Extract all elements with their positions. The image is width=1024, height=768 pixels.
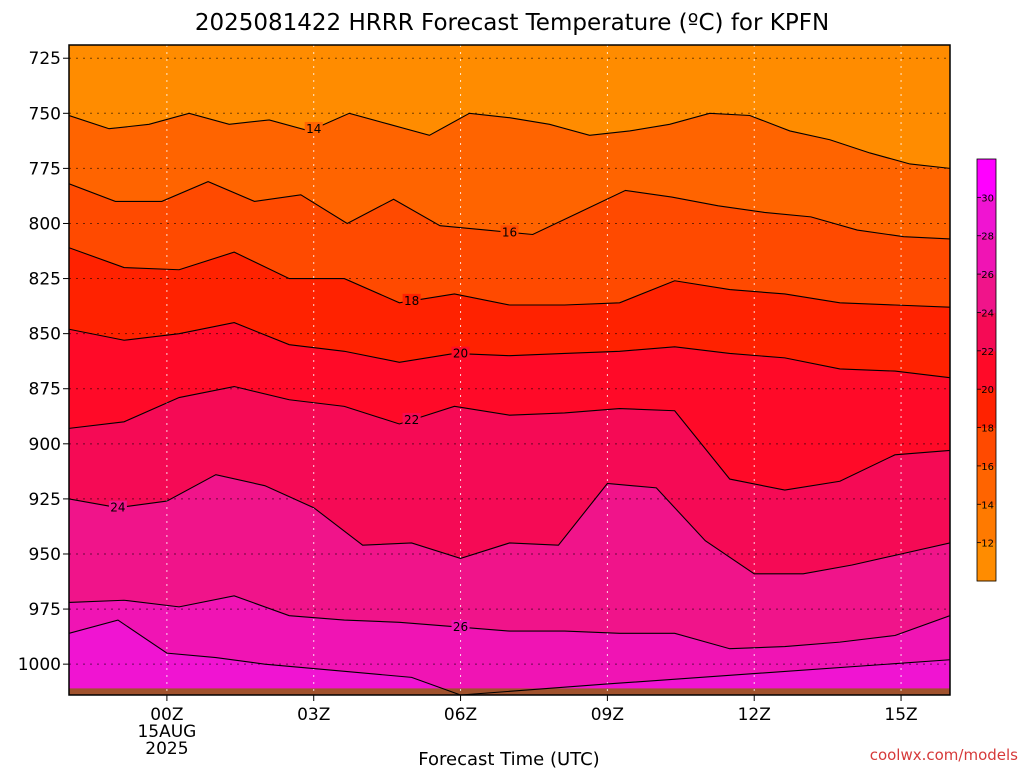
contour-label-bg xyxy=(402,293,421,307)
contour-label: 26 xyxy=(453,620,468,634)
colorbar: 12 14 16 18 20 22 24 26 28 30 xyxy=(976,158,997,582)
chart-title: 2025081422 HRRR Forecast Temperature (ºC… xyxy=(195,10,829,36)
y-tick-label: 800 xyxy=(29,214,61,234)
y-tick-label: 900 xyxy=(29,435,61,455)
plot-area: 14 16 18 20 22 24 26 xyxy=(69,45,950,695)
contour-line xyxy=(69,247,950,308)
contour-line xyxy=(69,595,950,650)
contour-label-bg xyxy=(402,413,421,427)
colorbar-tick-label: 16 xyxy=(981,462,994,473)
colorbar-tick-label: 18 xyxy=(981,424,994,435)
contour-line xyxy=(69,112,950,169)
contour-label-bg xyxy=(304,121,323,135)
colorbar-swatch xyxy=(977,312,996,352)
y-axis: 725 750 775 800 825 850 875 900 925 950 975 1000 xyxy=(18,49,69,675)
colorbar-swatch xyxy=(977,235,996,275)
colorbar-frame xyxy=(976,158,997,582)
colorbar-swatch xyxy=(977,159,996,198)
contour-label: 22 xyxy=(404,413,419,427)
y-tick-label: 725 xyxy=(29,49,61,69)
colorbar-swatch xyxy=(977,389,996,429)
colorbar-tick-label: 22 xyxy=(981,347,994,358)
x-tick-label: 00Z xyxy=(150,705,183,725)
contour-label: 16 xyxy=(502,225,517,239)
contour-label-bg xyxy=(108,500,127,514)
colorbar-tick-label: 30 xyxy=(981,193,994,204)
colorbar-swatch xyxy=(977,197,996,237)
colorbar-swatch xyxy=(977,350,996,390)
y-tick-label: 875 xyxy=(29,380,61,400)
contour-label-bg xyxy=(451,620,470,634)
x-tick-sublabel: 2025 xyxy=(145,739,188,759)
colorbar-swatch xyxy=(977,427,996,467)
contour-line xyxy=(69,322,950,379)
colorbar-tick-label: 28 xyxy=(981,232,994,243)
colorbar-swatch xyxy=(977,274,996,313)
x-tick-label: 03Z xyxy=(297,705,330,725)
contour-line xyxy=(69,385,950,491)
x-tick-label: 12Z xyxy=(738,705,771,725)
y-tick-label: 825 xyxy=(29,270,61,290)
x-tick-label: 06Z xyxy=(444,705,477,725)
colorbar-swatch xyxy=(977,542,996,582)
contour-label: 18 xyxy=(404,294,419,308)
y-tick-label: 950 xyxy=(29,545,61,565)
colorbar-tick-label: 24 xyxy=(981,308,994,319)
contour-label: 24 xyxy=(110,501,125,515)
colorbar-tick-label: 12 xyxy=(981,539,994,550)
x-axis-title: Forecast Time (UTC) xyxy=(418,749,599,768)
y-tick-label: 775 xyxy=(29,159,61,179)
x-tick-label: 09Z xyxy=(591,705,624,725)
contour-line xyxy=(69,619,950,695)
contour-line xyxy=(69,474,950,575)
contour-label: 20 xyxy=(453,347,468,361)
colorbar-swatch xyxy=(977,504,996,544)
plot-frame xyxy=(68,44,951,696)
y-tick-label: 925 xyxy=(29,490,61,510)
y-tick-label: 850 xyxy=(29,325,61,345)
x-tick-sublabel: 15AUG xyxy=(137,722,196,742)
y-tick-label: 750 xyxy=(29,104,61,124)
contour-label-bg xyxy=(500,225,519,239)
colorbar-tick-label: 14 xyxy=(981,500,994,511)
y-tick-label: 975 xyxy=(29,600,61,620)
contour-label-bg xyxy=(451,346,470,360)
credit-text: coolwx.com/models xyxy=(870,746,1018,764)
contour-label: 14 xyxy=(306,122,321,136)
colorbar-tick-label: 26 xyxy=(981,270,994,281)
colorbar-swatch xyxy=(977,465,996,505)
x-tick-label: 15Z xyxy=(884,705,917,725)
band-fill xyxy=(69,620,950,695)
colorbar-tick-label: 20 xyxy=(981,385,994,396)
y-tick-label: 1000 xyxy=(18,655,61,675)
